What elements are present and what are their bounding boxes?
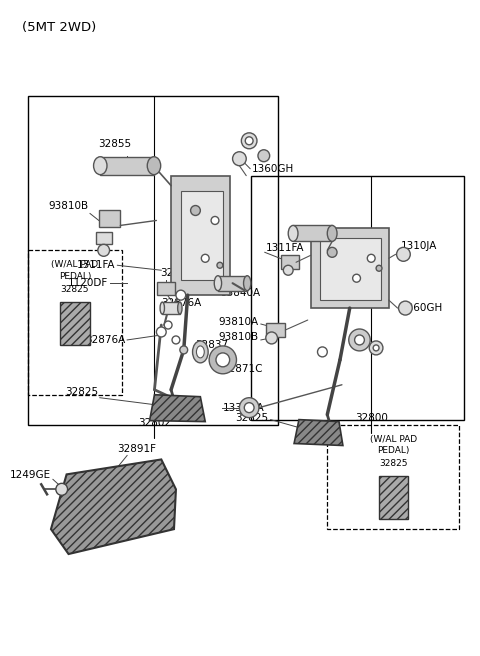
Text: 1360GH: 1360GH: [252, 164, 294, 174]
Circle shape: [216, 353, 229, 367]
Circle shape: [241, 133, 257, 149]
Circle shape: [201, 255, 209, 262]
Text: 32876A: 32876A: [85, 335, 125, 345]
Circle shape: [373, 345, 379, 351]
Ellipse shape: [94, 157, 107, 174]
Text: (5MT 2WD): (5MT 2WD): [22, 21, 96, 34]
Ellipse shape: [147, 157, 161, 174]
Polygon shape: [150, 395, 205, 422]
Text: 1310JA: 1310JA: [400, 241, 437, 251]
Circle shape: [367, 255, 375, 262]
Ellipse shape: [196, 346, 204, 358]
Circle shape: [398, 301, 412, 315]
Circle shape: [245, 137, 253, 145]
Circle shape: [258, 150, 270, 162]
Text: 32855: 32855: [98, 139, 131, 149]
Text: 93810B: 93810B: [219, 332, 259, 342]
Circle shape: [355, 335, 364, 345]
Circle shape: [327, 247, 337, 257]
Bar: [60, 302, 90, 345]
Circle shape: [376, 265, 382, 271]
Text: 32825: 32825: [236, 413, 269, 422]
Ellipse shape: [160, 302, 165, 314]
Bar: [293, 226, 332, 241]
Bar: [321, 238, 381, 300]
Text: (W/AL PAD: (W/AL PAD: [51, 260, 98, 269]
Text: 32800: 32800: [355, 413, 388, 422]
Circle shape: [156, 327, 166, 337]
Bar: [171, 176, 229, 295]
Circle shape: [172, 336, 180, 344]
Circle shape: [209, 346, 237, 374]
Circle shape: [217, 262, 223, 268]
Polygon shape: [51, 459, 176, 554]
Text: 32883: 32883: [160, 268, 193, 278]
Bar: [251, 176, 464, 420]
Ellipse shape: [243, 276, 251, 291]
Circle shape: [317, 347, 327, 357]
Circle shape: [191, 205, 200, 215]
Circle shape: [266, 332, 277, 344]
Text: 32876A: 32876A: [161, 298, 202, 308]
Text: PEDAL): PEDAL): [377, 447, 409, 455]
Circle shape: [353, 274, 360, 282]
Ellipse shape: [327, 226, 337, 241]
Text: 32871C: 32871C: [222, 364, 263, 374]
Circle shape: [396, 247, 410, 261]
Bar: [99, 209, 120, 228]
Circle shape: [283, 265, 293, 276]
Text: 1120DF: 1120DF: [67, 278, 108, 288]
Bar: [27, 251, 122, 395]
Polygon shape: [294, 420, 343, 445]
Text: 93840A: 93840A: [220, 288, 260, 298]
Circle shape: [233, 152, 246, 166]
Bar: [218, 276, 247, 291]
Text: 1311FA: 1311FA: [266, 243, 304, 253]
Bar: [96, 232, 111, 244]
Bar: [162, 302, 180, 314]
Bar: [157, 281, 175, 295]
Text: 1360GH: 1360GH: [400, 303, 443, 313]
Text: 1311FA: 1311FA: [77, 260, 115, 270]
Bar: [27, 96, 278, 424]
Bar: [327, 424, 459, 529]
Ellipse shape: [214, 276, 222, 291]
Ellipse shape: [178, 302, 182, 314]
Text: 32825: 32825: [60, 285, 89, 294]
Ellipse shape: [192, 341, 208, 363]
Circle shape: [369, 341, 383, 355]
Text: 32891F: 32891F: [118, 445, 156, 455]
Circle shape: [349, 329, 370, 351]
Ellipse shape: [288, 226, 298, 241]
Circle shape: [240, 398, 259, 418]
Text: 32802: 32802: [138, 418, 171, 428]
Circle shape: [56, 483, 68, 495]
Text: 93810B: 93810B: [48, 201, 88, 211]
Circle shape: [211, 216, 219, 224]
Circle shape: [164, 321, 172, 329]
Text: (W/AL PAD: (W/AL PAD: [370, 434, 417, 443]
Bar: [281, 255, 299, 269]
Bar: [100, 157, 154, 174]
Text: 1339GA: 1339GA: [223, 403, 264, 413]
Text: PEDAL): PEDAL): [59, 272, 91, 281]
Text: 32825: 32825: [65, 387, 98, 397]
Circle shape: [180, 346, 188, 354]
Circle shape: [244, 403, 254, 413]
Text: 32837: 32837: [195, 340, 228, 350]
Text: 1249GE: 1249GE: [10, 470, 51, 480]
Bar: [266, 323, 285, 337]
Bar: [181, 191, 223, 280]
Circle shape: [98, 244, 109, 256]
Bar: [379, 476, 408, 519]
Circle shape: [176, 290, 186, 300]
Text: 32825: 32825: [379, 459, 408, 468]
Bar: [311, 228, 389, 308]
Text: 93810A: 93810A: [219, 317, 259, 327]
